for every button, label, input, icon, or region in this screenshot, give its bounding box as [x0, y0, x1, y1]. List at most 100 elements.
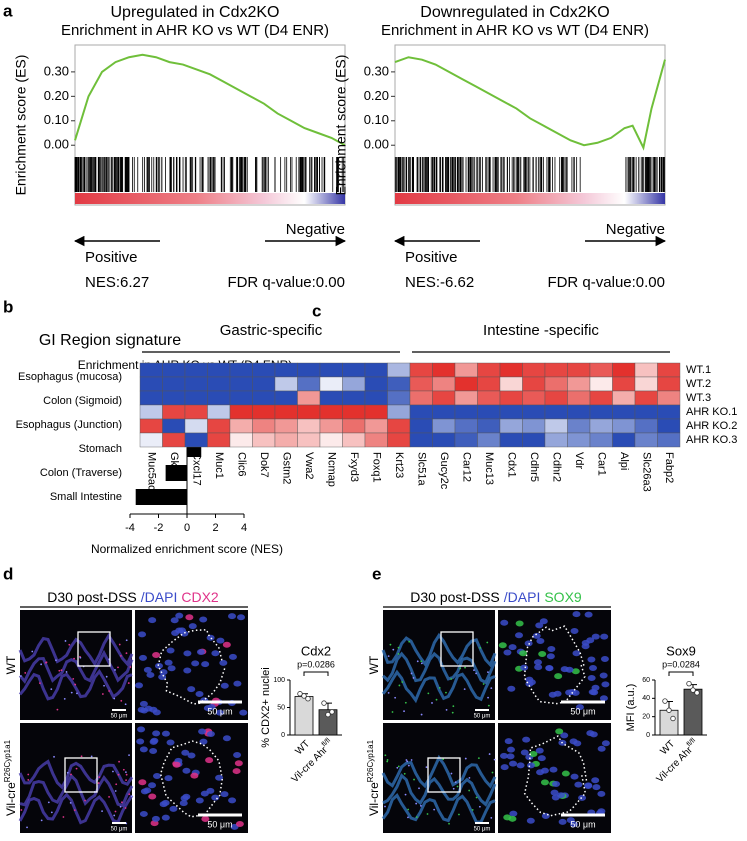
heatmap-cell [409, 432, 433, 448]
panel-header: D30 post-DSS/DAPI CDX2 [47, 589, 219, 605]
heatmap-cell [342, 390, 366, 406]
stain-dot [58, 669, 61, 672]
stain-dot [73, 657, 75, 660]
nucleus [196, 649, 205, 656]
data-point [690, 687, 696, 693]
heatmap-cell [297, 418, 321, 434]
y-tick-label: 20 [642, 714, 650, 721]
data-point [670, 715, 676, 722]
y-tick-label: 100 [273, 677, 285, 684]
heatmap-cell [612, 390, 636, 406]
heatmap-cell [612, 404, 636, 420]
nucleus [172, 761, 181, 768]
heatmap-cell [207, 362, 231, 378]
heatmap-cell [319, 432, 343, 448]
tissue [18, 649, 134, 684]
nucleus [136, 738, 145, 745]
column-label: Slc26a3 [640, 452, 652, 492]
nucleus [535, 622, 544, 629]
data-point [686, 680, 692, 687]
nucleus [498, 642, 507, 649]
row-text: WT [367, 655, 381, 674]
nucleus [235, 820, 244, 827]
nucleus [522, 736, 531, 743]
nucleus [161, 814, 170, 821]
heatmap-cell [612, 376, 636, 392]
nucleus [533, 659, 542, 666]
panel-header: D30 post-DSS/DAPI SOX9 [410, 589, 582, 605]
nucleus [148, 793, 157, 800]
heatmap-cell [657, 362, 681, 378]
heatmap-cell [499, 362, 523, 378]
nucleus [159, 669, 168, 676]
column-label: Slc51a [415, 452, 427, 487]
nucleus [572, 650, 581, 657]
y-tick-label: 0.10 [364, 112, 389, 127]
nucleus [150, 737, 159, 744]
heatmap-cell [342, 432, 366, 448]
scale-bar-label: 50 μm [207, 706, 232, 716]
nucleus [154, 662, 163, 669]
header-stain: D30 post-DSS [47, 589, 136, 605]
nucleus [148, 782, 157, 789]
stain-dot [404, 701, 407, 704]
heatmap-cell [229, 390, 253, 406]
stain-dot [119, 805, 122, 808]
stain-dot [486, 641, 489, 644]
stain-dot [101, 693, 104, 695]
nucleus [600, 656, 609, 663]
stain-dot [47, 801, 50, 804]
row-label: WT.3 [686, 392, 711, 404]
stain-dot [454, 781, 457, 784]
heatmap-cell [387, 390, 411, 406]
nucleus [206, 634, 215, 641]
row-label: WT [4, 655, 18, 674]
stain-dot [491, 771, 494, 774]
chart-title: Downregulated in Cdx2KO [420, 4, 609, 21]
stain-dot [108, 690, 111, 692]
stain-dot [73, 809, 76, 812]
heatmap-cell [499, 432, 523, 448]
stain-dot [475, 672, 478, 675]
heatmap-cell [139, 432, 163, 448]
x-tick-label: WT [658, 738, 677, 757]
row-superscript: R26Cyp1a1 [3, 739, 12, 782]
stain-dot [397, 765, 400, 768]
stain-dot [452, 705, 455, 708]
stain-dot [468, 776, 471, 779]
heatmap-cell [139, 404, 163, 420]
row-label: AHR KO.1 [686, 406, 737, 418]
x-tick-label: -2 [154, 522, 164, 534]
nucleus [503, 814, 512, 821]
nucleus [560, 732, 569, 739]
heatmap-cell [229, 432, 253, 448]
heatmap-cell [387, 404, 411, 420]
crypt-outline [157, 629, 226, 705]
heatmap-cell [634, 376, 658, 392]
tissue [19, 773, 134, 808]
bar [683, 688, 703, 736]
nucleus [161, 730, 170, 737]
heatmap-cell [139, 418, 163, 434]
heatmap-cell [544, 432, 568, 448]
nucleus [138, 779, 147, 786]
bar [659, 709, 679, 736]
nucleus [185, 614, 194, 621]
stain-dot [120, 699, 123, 702]
stain-dot [55, 659, 57, 662]
stain-dot [101, 810, 103, 813]
heatmap-cell [544, 376, 568, 392]
stain-dot [482, 683, 485, 685]
heatmap-cell [409, 418, 433, 434]
heatmap-cell [252, 404, 276, 420]
nucleus [529, 750, 538, 757]
nucleus [570, 773, 579, 780]
row-label: WT.2 [686, 378, 711, 390]
column-label: Foxq1 [370, 452, 382, 483]
heatmap-cell [162, 404, 186, 420]
nucleus [504, 738, 513, 745]
chart-title: Sox9 [666, 643, 696, 658]
nucleus [198, 728, 207, 735]
stain-dot [39, 682, 41, 685]
heatmap-cell [252, 432, 276, 448]
